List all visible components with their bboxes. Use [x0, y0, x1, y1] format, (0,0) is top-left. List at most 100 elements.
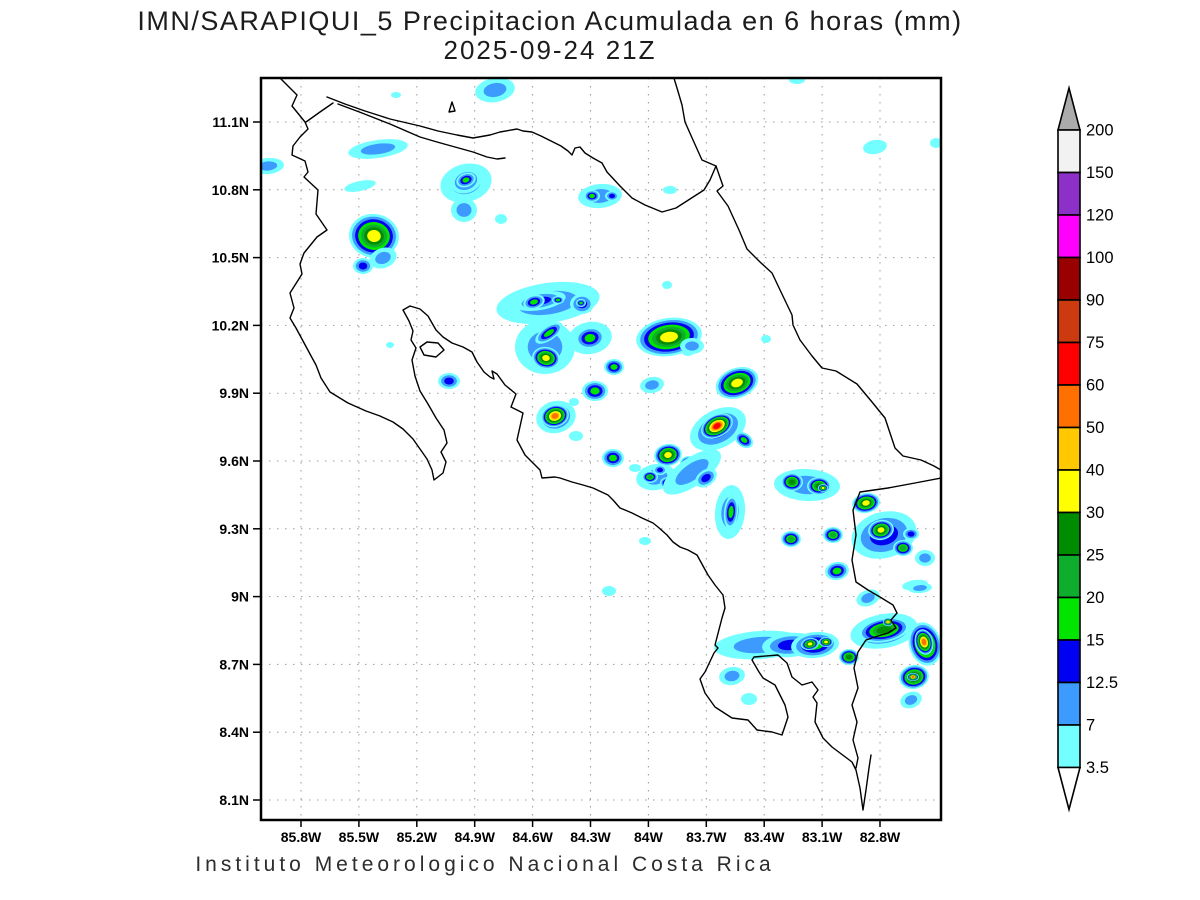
precip-cell — [818, 484, 828, 492]
colorbar-label: 15 — [1086, 632, 1104, 650]
precip-contour — [610, 364, 618, 370]
precip-cell — [801, 637, 819, 651]
precip-cell — [900, 691, 922, 709]
precip-contour — [662, 281, 672, 289]
lon-tick-label: 85.2W — [397, 829, 438, 845]
precip-contour — [911, 676, 915, 678]
precip-contour — [660, 331, 678, 343]
colorbar-label: 90 — [1086, 292, 1104, 310]
precip-contour — [787, 536, 795, 542]
precip-contour — [664, 451, 672, 459]
colorbar-segment — [1057, 171, 1081, 216]
precip-contour — [904, 695, 918, 705]
precip-contour — [877, 527, 885, 533]
precip-cell — [907, 673, 919, 681]
precip-cell — [839, 649, 859, 665]
precip-cell — [662, 281, 672, 289]
precip-contour — [930, 138, 941, 148]
precip-contour — [530, 299, 538, 305]
colorbar-label: 60 — [1086, 377, 1104, 395]
precip-cell — [863, 139, 887, 155]
precip-cell — [915, 550, 935, 566]
colorbar-label: 3.5 — [1086, 759, 1109, 777]
precip-contour — [551, 413, 559, 419]
precip-cell — [391, 92, 401, 98]
lon-tick-label: 83.7W — [686, 829, 727, 845]
precip-contour — [444, 377, 454, 385]
precip-contour — [639, 537, 651, 545]
precip-cell — [734, 431, 754, 449]
lat-tick-label: 11.1N — [212, 114, 249, 130]
precip-contour — [579, 301, 583, 305]
precip-cell — [451, 198, 477, 222]
precip-contour — [899, 545, 907, 551]
colorbar-segment — [1057, 469, 1081, 514]
precipitation-cells-layer — [261, 78, 941, 709]
colorbar-segment — [1057, 554, 1081, 599]
precip-contour — [788, 479, 796, 485]
precip-contour — [919, 553, 931, 563]
lon-tick-label: 85.5W — [339, 829, 380, 845]
coastline-layer — [279, 78, 941, 811]
colorbar: 200 150 120 100 90 75 60 50 40 30 25 20 15 12.5 7 3.5 — [1056, 84, 1118, 813]
precip-contour — [829, 532, 837, 538]
precip-contour — [360, 143, 396, 155]
colorbar-segment — [1057, 511, 1081, 556]
map-datetime: 2025-09-24 21Z — [443, 35, 657, 65]
lon-tick-label: 83.1W — [802, 829, 843, 845]
precip-cell — [541, 404, 569, 428]
precip-cell — [761, 335, 771, 343]
colorbar-segment — [1057, 256, 1081, 301]
precip-cell — [653, 465, 667, 475]
precip-contour — [462, 177, 470, 183]
precip-cell — [852, 492, 880, 514]
precip-contour — [629, 464, 641, 472]
precip-cell — [823, 527, 843, 543]
precip-contour — [375, 251, 391, 265]
precip-cell — [605, 191, 619, 201]
precip-contour — [740, 437, 748, 443]
coastline-path — [673, 78, 941, 471]
precip-cell — [819, 637, 833, 647]
precip-cell — [908, 582, 932, 594]
precip-cell — [781, 531, 801, 547]
precip-contour — [862, 500, 870, 506]
colorbar-label: 120 — [1086, 207, 1114, 225]
precip-cell — [575, 326, 605, 350]
colorbar-label: 200 — [1086, 122, 1114, 140]
precip-cell — [903, 528, 919, 540]
precip-contour — [344, 180, 376, 192]
colorbar-label: 75 — [1086, 334, 1104, 352]
colorbar-segment — [1057, 129, 1081, 174]
precip-contour — [261, 161, 278, 171]
precip-cell — [701, 413, 733, 439]
precip-cell — [640, 376, 664, 394]
axes-frame-layer: 85.8W 85.5W 85.2W 84.9W 84.6W 84.3W 84W 83.7W 83… — [212, 76, 943, 845]
precip-contour — [824, 640, 828, 644]
lat-tick-label: 10.2N — [212, 317, 249, 333]
lat-tick-label: 10.5N — [212, 250, 249, 266]
lat-tick-label: 8.1N — [219, 792, 249, 808]
precip-contour — [589, 193, 595, 199]
precip-cell — [715, 367, 759, 399]
colorbar-segment — [1057, 639, 1081, 684]
precip-contour — [495, 214, 507, 224]
precip-cell — [552, 296, 564, 304]
lon-tick-label: 85.8W — [281, 829, 322, 845]
precip-contour — [584, 333, 596, 343]
precip-cell — [569, 398, 579, 406]
precip-contour — [863, 139, 887, 155]
colorbar-label: 100 — [1086, 249, 1114, 267]
precip-cell — [438, 373, 460, 389]
precip-contour — [657, 467, 663, 473]
precip-cell — [680, 338, 704, 354]
colorbar-label: 50 — [1086, 419, 1104, 437]
precip-contour — [886, 621, 890, 623]
colorbar-label: 20 — [1086, 589, 1104, 607]
precip-contour — [569, 431, 583, 441]
precip-contour — [647, 475, 653, 479]
precip-contour — [675, 459, 709, 485]
precip-cell — [569, 431, 583, 441]
precip-contour — [483, 82, 507, 98]
coastline-path — [305, 102, 334, 123]
